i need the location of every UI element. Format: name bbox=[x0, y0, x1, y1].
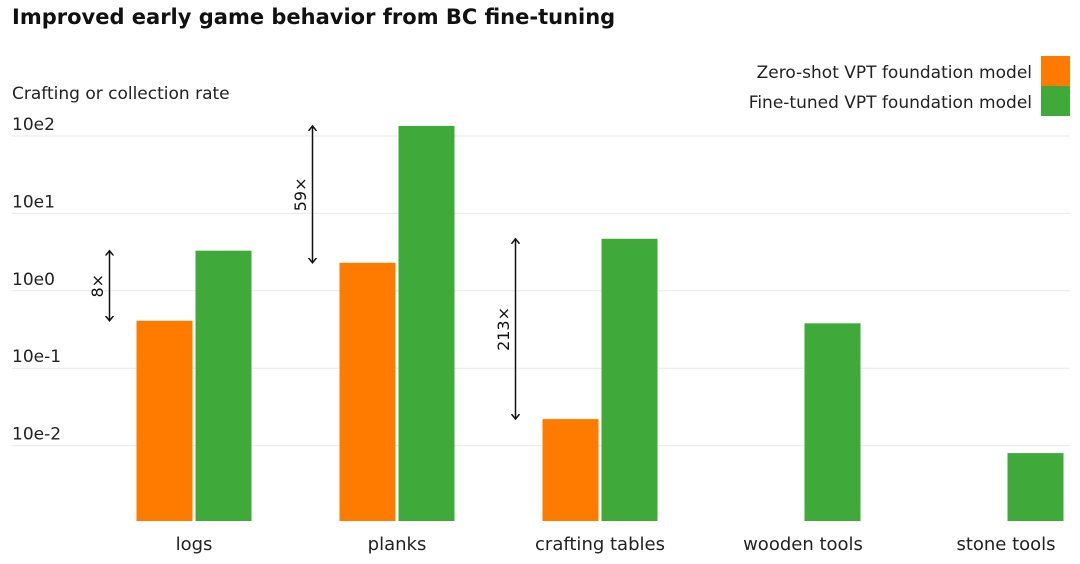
x-category-label: wooden tools bbox=[743, 534, 863, 555]
bar-fine-tuned-logs bbox=[195, 250, 252, 521]
chart-title: Improved early game behavior from BC fin… bbox=[12, 5, 615, 29]
legend-swatch-fine-tuned bbox=[1041, 86, 1070, 116]
y-tick-label: 10e0 bbox=[12, 270, 55, 290]
bar-zero-shot-logs bbox=[136, 320, 193, 521]
bars bbox=[136, 125, 1064, 521]
x-category-label: stone tools bbox=[956, 534, 1055, 555]
legend-item-fine-tuned: Fine-tuned VPT foundation model bbox=[749, 86, 1070, 116]
legend-label-zero-shot: Zero-shot VPT foundation model bbox=[757, 63, 1032, 83]
bar-fine-tuned-planks bbox=[398, 125, 455, 521]
bar-zero-shot-planks bbox=[339, 262, 396, 521]
x-category-label: crafting tables bbox=[535, 534, 665, 555]
bar-fine-tuned-wooden-tools bbox=[804, 323, 861, 521]
y-axis-title: Crafting or collection rate bbox=[12, 84, 230, 104]
legend: Zero-shot VPT foundation model Fine-tune… bbox=[749, 56, 1070, 116]
bar-zero-shot-crafting-tables bbox=[542, 419, 599, 521]
y-tick-label: 10e1 bbox=[12, 192, 55, 212]
ratio-annotations: 8× 59× 213× bbox=[88, 126, 516, 419]
y-tick-label: 10e-1 bbox=[12, 347, 61, 367]
x-category-label: planks bbox=[368, 534, 427, 555]
x-category-label: logs bbox=[176, 534, 213, 555]
legend-label-fine-tuned: Fine-tuned VPT foundation model bbox=[749, 93, 1032, 113]
ratio-label: 59× bbox=[291, 177, 310, 211]
legend-item-zero-shot: Zero-shot VPT foundation model bbox=[757, 56, 1070, 86]
y-tick-label: 10e2 bbox=[12, 115, 55, 135]
bar-fine-tuned-stone-tools bbox=[1007, 453, 1064, 521]
ratio-label: 8× bbox=[88, 274, 107, 298]
bar-fine-tuned-crafting-tables bbox=[601, 238, 658, 521]
x-axis-categories: logs planks crafting tables wooden tools sto… bbox=[176, 534, 1056, 555]
ratio-label: 213× bbox=[494, 307, 513, 351]
y-axis-ticks: 10e2 10e1 10e0 10e-1 10e-2 bbox=[12, 115, 61, 445]
legend-swatch-zero-shot bbox=[1041, 56, 1070, 86]
y-tick-label: 10e-2 bbox=[12, 425, 61, 445]
